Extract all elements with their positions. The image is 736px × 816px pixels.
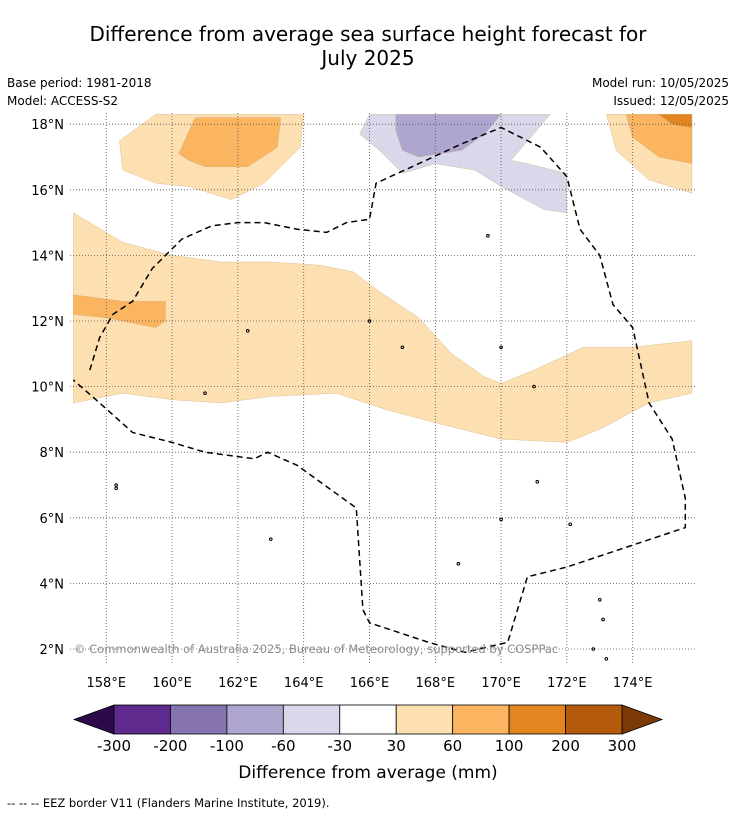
colorbar-tick-label: 100 [495,737,524,755]
colorbar-tick-label: -200 [153,737,187,755]
colorbar-tick-label: -300 [97,737,131,755]
model-run: Model run: 10/05/2025 [591,76,729,90]
island-marker [114,483,118,487]
y-tick-label: 4°N [40,577,65,592]
x-tick-label: 172°E [547,676,587,691]
colorbar-tick-label: 300 [608,737,637,755]
x-tick-label: 160°E [152,676,192,691]
x-tick-label: 158°E [87,676,127,691]
map-axes: 158°E 160°E 162°E 164°E 166°E 168°E 170°E 172°E… [31,118,652,691]
base-period: Base period: 1981-2018 [7,76,152,90]
island-marker [604,657,609,661]
colorbar-segment [508,704,566,735]
y-tick-label: 16°N [31,184,64,199]
island-marker [591,647,596,651]
eez-footnote: -- -- -- EEZ border V11 (Flanders Marine… [7,796,330,810]
x-tick-label: 162°E [218,676,258,691]
meta-left: Base period: 1981-2018 Model: ACCESS-S2 [7,74,152,110]
island-marker [499,517,503,522]
colorbar-tick-label: -60 [271,737,296,755]
title-line-2: July 2025 [321,46,415,70]
y-tick-label: 2°N [40,643,65,658]
y-tick-label: 12°N [31,315,64,330]
colorbar-segment [113,704,171,735]
island-marker [114,486,118,491]
issued-date: Issued: 12/05/2025 [613,94,729,108]
island-marker [568,522,572,527]
map-plot-area [70,113,695,663]
model-name: Model: ACCESS-S2 [7,94,119,108]
colorbar-segment [170,704,228,735]
island-marker [400,345,405,350]
colorbar-segment [282,704,341,735]
x-tick-label: 166°E [350,676,390,691]
colorbar-under-arrow [72,704,115,735]
colorbar-segment [452,704,510,735]
island-marker [203,391,207,395]
x-tick-label: 164°E [284,676,324,691]
y-tick-label: 10°N [31,381,64,396]
y-tick-label: 8°N [40,446,65,461]
island-marker [532,384,536,389]
island-marker [597,598,602,602]
y-tick-label: 18°N [31,118,64,133]
island-marker [456,561,461,566]
colorbar-label: Difference from average (mm) [238,763,497,783]
y-tick-label: 14°N [31,249,64,264]
island-marker [535,479,540,484]
colorbar: -300 -200 -100 -60 -30 30 60 100 200 300 [72,704,664,755]
x-tick-label: 170°E [481,676,521,691]
colorbar-segment [226,704,284,735]
colorbar-tick-label: -100 [210,737,244,755]
x-tick-label: 174°E [613,676,653,691]
island-marker [268,537,273,541]
island-marker [245,329,250,333]
colorbar-tick-label: 60 [443,737,462,755]
colorbar-tick-label: -30 [328,737,353,755]
anomaly-region-3 [178,117,281,168]
anomaly-region-8 [658,114,693,128]
copyright-notice: © Commonwealth of Australia 2025, Bureau… [74,642,558,656]
anomaly-region-0 [73,212,693,443]
chart-title: Difference from average sea surface heig… [0,22,736,70]
colorbar-tick-label: 200 [551,737,580,755]
colorbar-segment [339,704,397,735]
colorbar-segment [395,704,454,735]
title-line-1: Difference from average sea surface heig… [89,22,647,46]
anomaly-region-1 [73,294,166,328]
island-marker [486,233,490,238]
island-marker [367,319,372,323]
colorbar-tick-label: 30 [387,737,406,755]
island-marker [601,617,605,622]
colorbar-over-arrow [621,704,664,735]
x-tick-label: 168°E [416,676,456,691]
y-tick-label: 6°N [40,512,65,527]
colorbar-segment [565,704,623,735]
meta-right: Model run: 10/05/2025 Issued: 12/05/2025 [592,74,729,110]
island-marker [499,345,503,350]
